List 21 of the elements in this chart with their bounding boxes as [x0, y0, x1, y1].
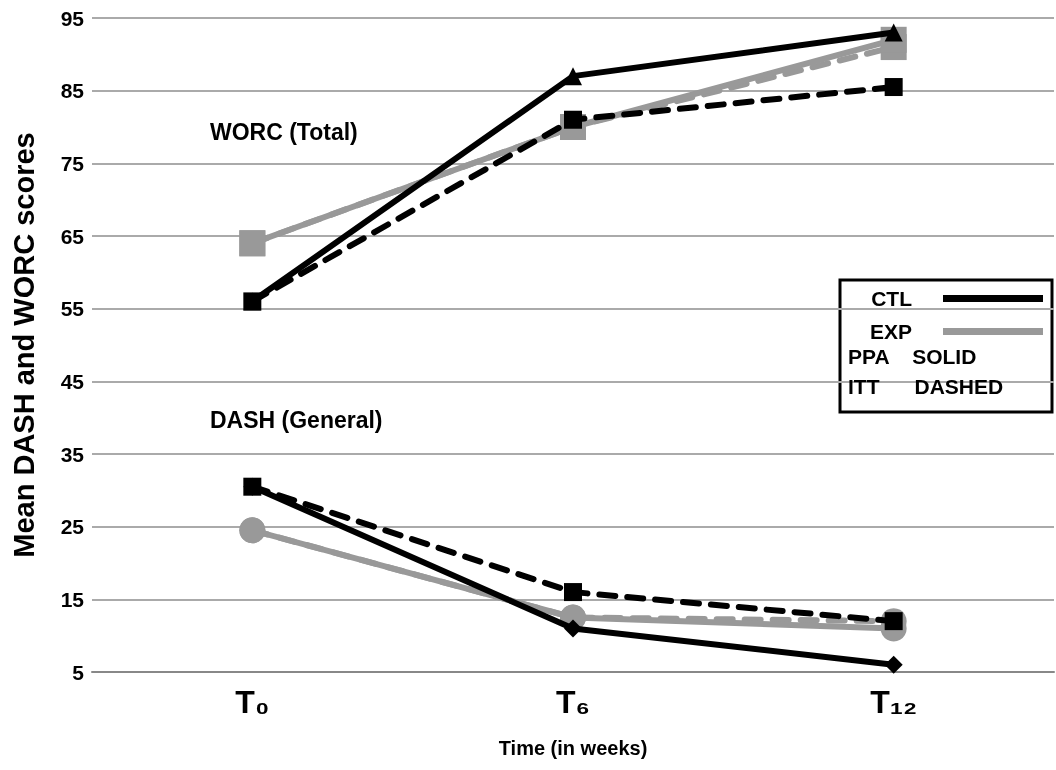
- y-tick-label: 95: [60, 6, 85, 30]
- y-tick-label: 55: [60, 297, 85, 321]
- annotation: WORC (Total): [210, 118, 358, 145]
- x-tick-label: T₀: [235, 684, 270, 720]
- x-tick-label: T₆: [555, 684, 591, 720]
- y-tick-label: 35: [60, 442, 85, 466]
- y-tick-label: 45: [60, 369, 85, 393]
- y-tick-label: 15: [60, 587, 85, 611]
- y-tick-label: 25: [60, 515, 85, 539]
- y-axis-title: Mean DASH and WORC scores: [7, 132, 40, 558]
- y-tick-label: 65: [60, 224, 85, 248]
- annotation: PPA SOLID: [848, 345, 977, 368]
- y-tick-label: 5: [72, 660, 85, 684]
- x-axis-title: Time (in weeks): [498, 737, 648, 759]
- annotation: DASH (General): [210, 406, 383, 433]
- annotation: ITT DASHED: [848, 375, 1004, 398]
- legend-label: CTL: [871, 287, 913, 310]
- x-tick-label: T₁₂: [870, 684, 918, 720]
- y-tick-label: 85: [60, 79, 85, 103]
- y-tick-label: 75: [60, 151, 85, 175]
- legend-label: EXP: [869, 320, 912, 343]
